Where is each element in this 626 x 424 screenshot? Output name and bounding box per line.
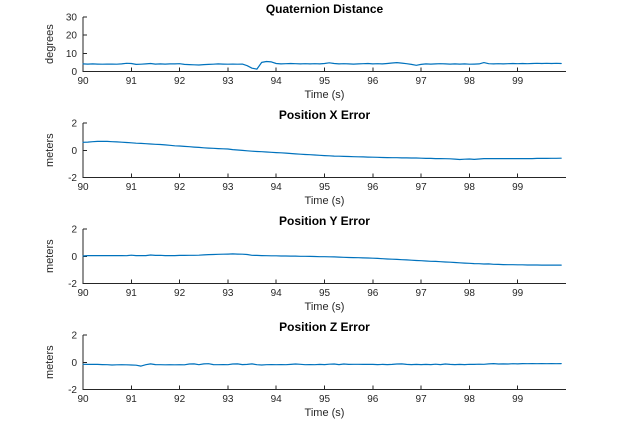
- chart-title: Quaternion Distance: [265, 2, 384, 16]
- series-line: [82, 253, 562, 266]
- y-tick-label: -2: [68, 173, 77, 184]
- subplot-position-z-error: Position Z Error meters 90 91 92 93 94 95 96 97…: [0, 318, 626, 424]
- x-tick-label: 95: [319, 394, 331, 405]
- plot-area: 90 91 92 93 94 95 96 97 98 99 -2 0 2: [68, 225, 566, 299]
- axis-spines: [82, 335, 566, 390]
- x-tick-label: 98: [464, 288, 476, 299]
- x-tick-label: 99: [512, 182, 524, 193]
- x-tick-label: 98: [464, 182, 476, 193]
- x-tick-label: 98: [464, 76, 476, 87]
- x-tick-label: 91: [126, 394, 138, 405]
- x-axis-label: Time (s): [304, 301, 345, 313]
- x-axis-label: Time (s): [304, 195, 345, 207]
- y-tick-label: 2: [71, 225, 77, 236]
- x-axis-label: Time (s): [304, 89, 345, 101]
- y-tick-label: 2: [71, 119, 77, 130]
- y-tick-label: 0: [71, 146, 77, 157]
- y-tick-label: -2: [68, 279, 77, 290]
- x-tick-label: 91: [126, 288, 138, 299]
- x-tick-label: 94: [271, 394, 283, 405]
- x-tick-label: 92: [174, 182, 186, 193]
- series-line: [82, 363, 562, 367]
- tick-marks: [82, 334, 519, 390]
- y-tick-label: 0: [71, 358, 77, 369]
- chart-title: Position Y Error: [279, 214, 370, 228]
- x-tick-label: 95: [319, 288, 331, 299]
- x-tick-label: 96: [367, 76, 379, 87]
- x-tick-label: 97: [416, 288, 428, 299]
- x-tick-label: 91: [126, 76, 138, 87]
- x-tick-label: 96: [367, 182, 379, 193]
- x-tick-label: 92: [174, 76, 186, 87]
- x-tick-label: 98: [464, 394, 476, 405]
- x-tick-label: 94: [271, 182, 283, 193]
- x-tick-label: 99: [512, 76, 524, 87]
- y-tick-label: 0: [71, 67, 77, 78]
- x-tick-label: 94: [271, 288, 283, 299]
- series-line: [82, 140, 562, 161]
- x-tick-label: 92: [174, 394, 186, 405]
- x-tick-label: 95: [319, 182, 331, 193]
- x-tick-label: 99: [512, 288, 524, 299]
- x-tick-label: 93: [222, 182, 234, 193]
- x-tick-label: 99: [512, 394, 524, 405]
- subplot-quaternion-distance: Quaternion Distance degrees 90 91 92 93 94 95…: [0, 0, 626, 106]
- plot-area: 90 91 92 93 94 95 96 97 98 99 -2 0 2: [68, 331, 566, 405]
- y-tick-label: 2: [71, 331, 77, 342]
- x-tick-label: 96: [367, 288, 379, 299]
- y-tick-label: 20: [66, 31, 78, 42]
- y-tick-label: 0: [71, 252, 77, 263]
- plot-area: 90 91 92 93 94 95 96 97 98 99 -2 0 2: [68, 119, 566, 193]
- x-tick-label: 97: [416, 182, 428, 193]
- x-tick-label: 90: [77, 182, 89, 193]
- x-tick-label: 94: [271, 76, 283, 87]
- x-tick-label: 90: [77, 394, 89, 405]
- series-line: [82, 60, 562, 70]
- tick-marks: [82, 122, 519, 178]
- subplot-position-y-error: Position Y Error meters 90 91 92 93 94 95 96 97…: [0, 212, 626, 318]
- y-tick-label: 30: [66, 13, 78, 24]
- x-tick-label: 95: [319, 76, 331, 87]
- x-tick-label: 93: [222, 394, 234, 405]
- x-tick-label: 91: [126, 182, 138, 193]
- plot-area: 90 91 92 93 94 95 96 97 98 99 0 10 20 30: [66, 13, 566, 87]
- tick-marks: [82, 16, 519, 72]
- x-tick-label: 93: [222, 76, 234, 87]
- x-tick-label: 97: [416, 76, 428, 87]
- y-tick-label: -2: [68, 385, 77, 396]
- x-tick-label: 90: [77, 76, 89, 87]
- axis-spines: [82, 123, 566, 178]
- subplot-position-x-error: Position X Error meters 90 91 92 93 94 95 96 97…: [0, 106, 626, 212]
- x-axis-label: Time (s): [304, 407, 345, 419]
- x-tick-label: 92: [174, 288, 186, 299]
- x-tick-label: 97: [416, 394, 428, 405]
- y-tick-label: 10: [66, 49, 78, 60]
- x-tick-label: 90: [77, 288, 89, 299]
- chart-title: Position Z Error: [279, 320, 370, 334]
- x-tick-label: 93: [222, 288, 234, 299]
- x-tick-label: 96: [367, 394, 379, 405]
- chart-title: Position X Error: [278, 108, 371, 122]
